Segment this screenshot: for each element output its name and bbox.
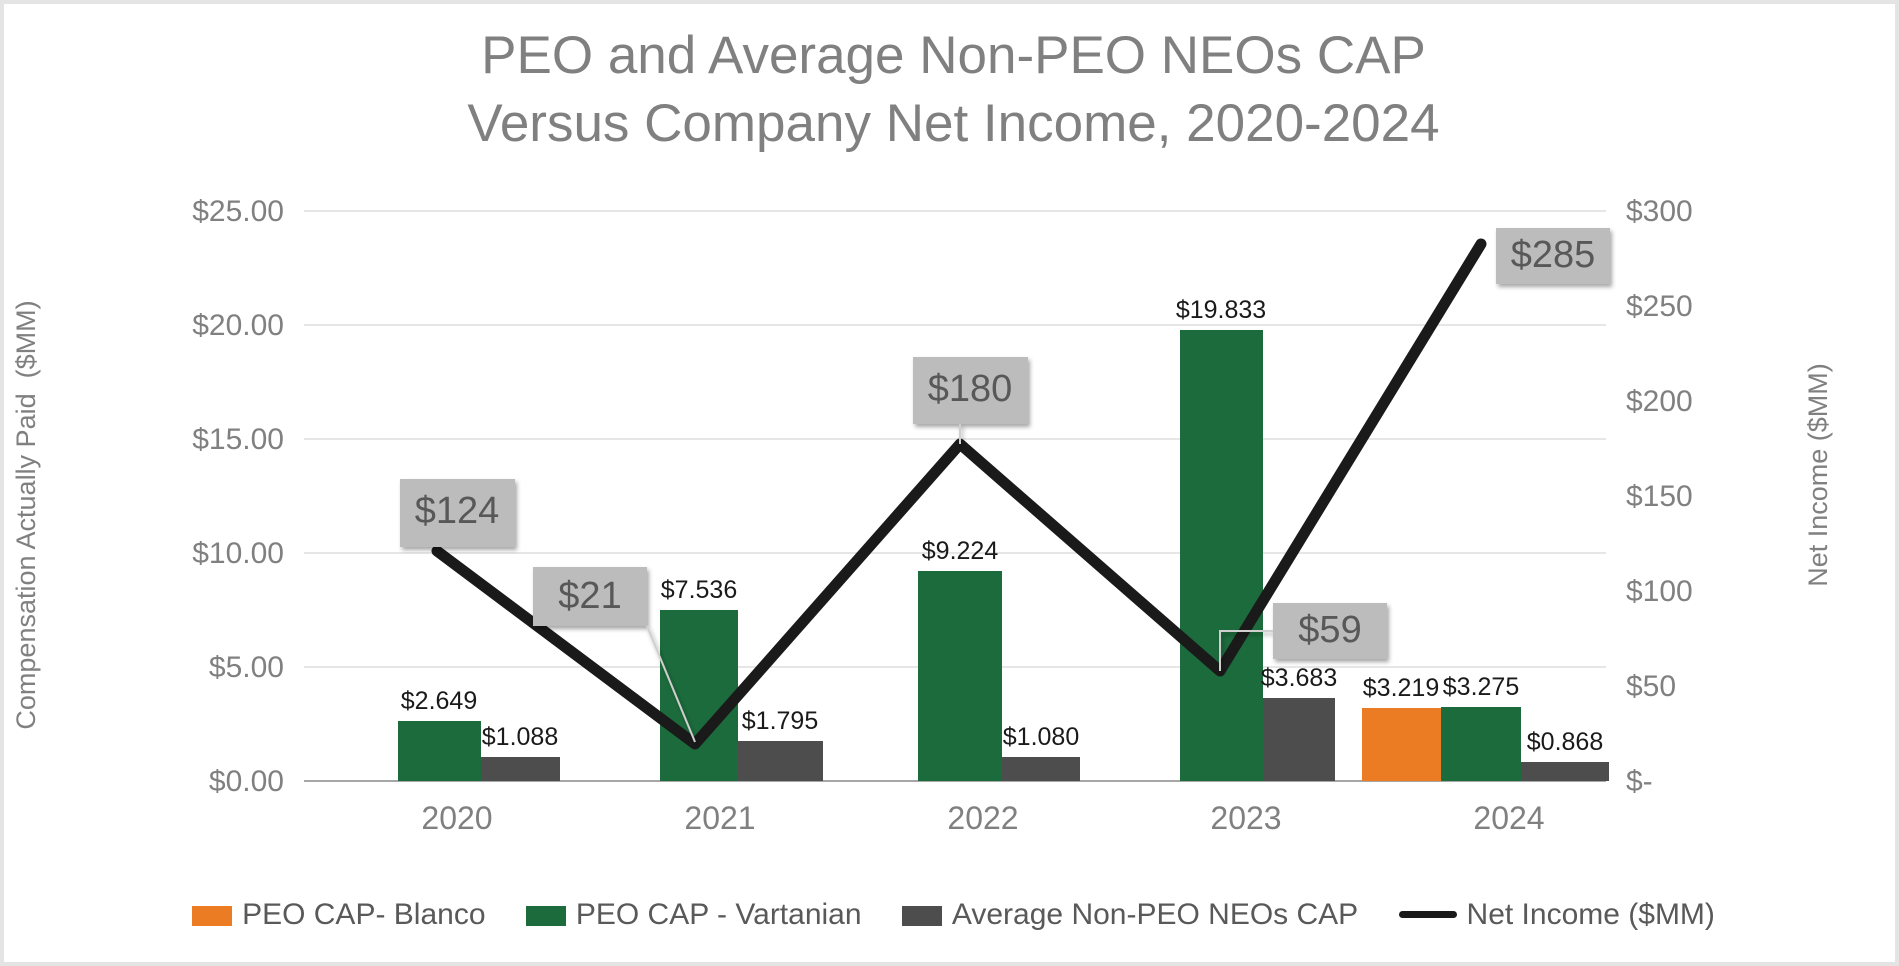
svg-text:$5.00: $5.00 xyxy=(209,651,284,684)
svg-text:$59: $59 xyxy=(1298,609,1361,651)
svg-text:$10.00: $10.00 xyxy=(192,537,284,570)
svg-text:$20.00: $20.00 xyxy=(192,309,284,342)
svg-text:$50: $50 xyxy=(1626,670,1676,703)
svg-text:$250: $250 xyxy=(1626,290,1693,323)
svg-text:2024: 2024 xyxy=(1473,800,1544,836)
svg-text:$300: $300 xyxy=(1626,195,1693,228)
svg-text:$1.088: $1.088 xyxy=(482,723,558,751)
svg-text:$2.649: $2.649 xyxy=(401,687,477,715)
svg-text:$3.219: $3.219 xyxy=(1363,674,1439,702)
svg-text:2021: 2021 xyxy=(684,800,755,836)
svg-text:2023: 2023 xyxy=(1210,800,1281,836)
svg-text:$200: $200 xyxy=(1626,385,1693,418)
svg-text:$180: $180 xyxy=(928,368,1013,410)
svg-text:$19.833: $19.833 xyxy=(1176,296,1266,324)
svg-text:$15.00: $15.00 xyxy=(192,423,284,456)
svg-text:$1.795: $1.795 xyxy=(742,707,818,735)
svg-text:$1.080: $1.080 xyxy=(1003,723,1079,751)
svg-text:$285: $285 xyxy=(1511,234,1596,276)
svg-text:$-: $- xyxy=(1626,765,1653,798)
svg-text:2020: 2020 xyxy=(421,800,492,836)
svg-text:2022: 2022 xyxy=(947,800,1018,836)
svg-text:$21: $21 xyxy=(558,575,621,617)
svg-text:$100: $100 xyxy=(1626,575,1693,608)
svg-text:$25.00: $25.00 xyxy=(192,195,284,228)
svg-text:$3.683: $3.683 xyxy=(1261,664,1337,692)
svg-text:$150: $150 xyxy=(1626,480,1693,513)
svg-text:$124: $124 xyxy=(415,490,500,532)
svg-text:$7.536: $7.536 xyxy=(661,576,737,604)
svg-text:$3.275: $3.275 xyxy=(1443,673,1519,701)
svg-text:$0.00: $0.00 xyxy=(209,765,284,798)
svg-text:$9.224: $9.224 xyxy=(922,537,999,565)
svg-text:$0.868: $0.868 xyxy=(1527,728,1603,756)
